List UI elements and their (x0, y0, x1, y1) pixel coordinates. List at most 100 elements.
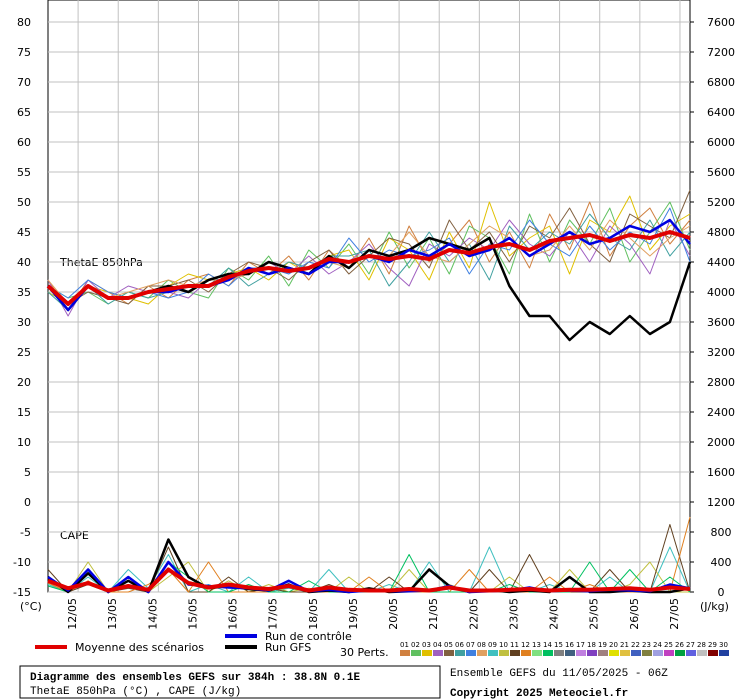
pert-swatch (664, 650, 674, 656)
y-tick-label: 60 (17, 136, 31, 149)
y2-tick-label: 2400 (707, 406, 735, 419)
y2-tick-label: 800 (711, 526, 732, 539)
y-tick-label: 40 (17, 256, 31, 269)
pert-swatch (455, 650, 465, 656)
pert-swatch (587, 650, 597, 656)
pert-label: 10 (499, 641, 508, 649)
y-tick-label: 30 (17, 316, 31, 329)
x-tick-label: 21/05 (427, 598, 440, 630)
pert-label: 24 (653, 641, 662, 649)
y-tick-label: -10 (13, 556, 31, 569)
y2-tick-label: 0 (718, 586, 725, 599)
y-tick-label: 10 (17, 436, 31, 449)
pert-label: 09 (488, 641, 497, 649)
y2-tick-label: 1600 (707, 466, 735, 479)
pert-label: 04 (433, 641, 442, 649)
pert-swatch (609, 650, 619, 656)
legend-label: Moyenne des scénarios (75, 641, 204, 654)
series-line (46, 230, 691, 306)
x-tick-label: 22/05 (467, 598, 480, 630)
y-tick-label: 70 (17, 76, 31, 89)
x-tick-label: 23/05 (507, 598, 520, 630)
pert-label: 19 (598, 641, 607, 649)
y2-tick-label: 3600 (707, 316, 735, 329)
series-line (47, 567, 691, 593)
y-tick-label: 15 (17, 406, 31, 419)
pert-swatch (422, 650, 432, 656)
y2-tick-label: 3200 (707, 346, 735, 359)
y-tick-label: 75 (17, 46, 31, 59)
series-line (47, 538, 691, 594)
y-tick-label: 50 (17, 196, 31, 209)
pert-swatch (719, 650, 729, 656)
legend-label: Run de contrôle (265, 630, 352, 643)
y-tick-label: 25 (17, 346, 31, 359)
pert-label: 29 (708, 641, 717, 649)
pert-swatch (543, 650, 553, 656)
pert-swatch (686, 650, 696, 656)
info-box (19, 665, 441, 699)
y-tick-label: 55 (17, 166, 31, 179)
y2-tick-label: 4000 (707, 286, 735, 299)
y-tick-label: -5 (20, 526, 31, 539)
y2-tick-label: 6400 (707, 106, 735, 119)
y2-tick-label: 5200 (707, 196, 735, 209)
y-unit: (°C) (20, 600, 42, 613)
pert-swatch (532, 650, 542, 656)
pert-swatch (488, 650, 498, 656)
x-tick-label: 13/05 (106, 598, 119, 630)
pert-label: 03 (422, 641, 431, 649)
x-tick-label: 27/05 (668, 598, 681, 630)
pert-label: 25 (664, 641, 673, 649)
y2-tick-label: 7600 (707, 16, 735, 29)
pert-label: 28 (697, 641, 706, 649)
pert-label: 16 (565, 641, 574, 649)
pert-swatch (411, 650, 421, 656)
x-tick-label: 16/05 (227, 598, 240, 630)
y2-tick-label: 1200 (707, 496, 735, 509)
info-title: Diagramme des ensembles GEFS sur 384h : … (30, 672, 360, 684)
y2-tick-label: 4800 (707, 226, 735, 239)
x-tick-label: 17/05 (267, 598, 280, 630)
info-copyright: Copyright 2025 Meteociel.fr (450, 688, 628, 700)
pert-label: 12 (521, 641, 530, 649)
x-tick-label: 24/05 (548, 598, 561, 630)
y-tick-label: 5 (24, 466, 31, 479)
pert-swatch (433, 650, 443, 656)
pert-swatch (598, 650, 608, 656)
annotation: CAPE (60, 529, 89, 542)
pert-swatch (653, 650, 663, 656)
pert-swatch (620, 650, 630, 656)
x-tick-label: 19/05 (347, 598, 360, 630)
legend-label: Run GFS (265, 641, 311, 654)
pert-label: 20 (609, 641, 618, 649)
plot-frame (47, 0, 691, 593)
x-tick-label: 12/05 (66, 598, 79, 630)
y-tick-label: 45 (17, 226, 31, 239)
info-subtitle: ThetaE 850hPa (°C) , CAPE (J/kg) (30, 686, 241, 698)
pert-label: 22 (631, 641, 640, 649)
pert-label: 17 (576, 641, 585, 649)
y-tick-label: 80 (17, 16, 31, 29)
pert-swatch (444, 650, 454, 656)
y2-tick-label: 400 (711, 556, 732, 569)
pert-label: 14 (543, 641, 552, 649)
pert-swatch (675, 650, 685, 656)
pert-swatch (642, 650, 652, 656)
pert-label: 07 (466, 641, 475, 649)
pert-label: 18 (587, 641, 596, 649)
pert-label: 26 (675, 641, 684, 649)
pert-swatch (521, 650, 531, 656)
y2-tick-label: 6000 (707, 136, 735, 149)
pert-swatch (576, 650, 586, 656)
y-tick-label: 0 (24, 496, 31, 509)
pert-swatch (708, 650, 718, 656)
pert-label: 21 (620, 641, 629, 649)
pert-swatch (400, 650, 410, 656)
pert-swatch (631, 650, 641, 656)
pert-label: 11 (510, 641, 519, 649)
pert-swatch (499, 650, 509, 656)
y2-tick-label: 2800 (707, 376, 735, 389)
pert-swatch (466, 650, 476, 656)
